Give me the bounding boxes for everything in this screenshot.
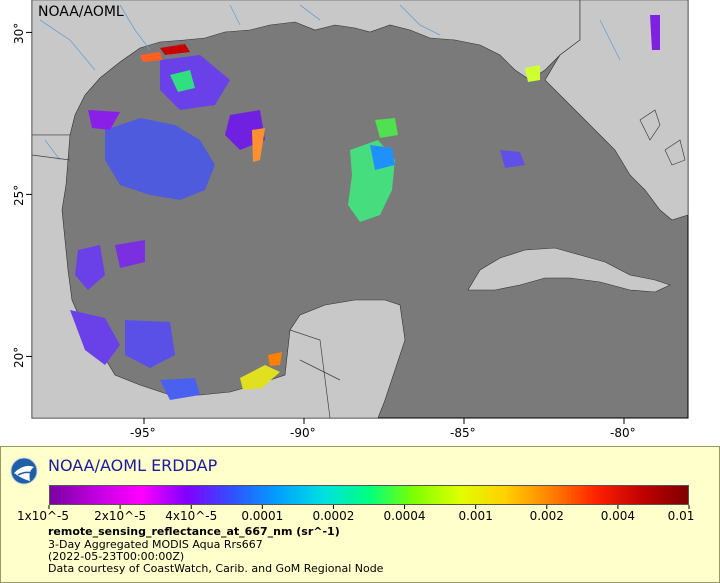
data-credit: Data courtesy of CoastWatch, Carib. and … [48,562,384,575]
colorbar-ticks [48,505,690,509]
land-masses [31,0,689,419]
lon-tick-label: -95° [130,426,156,440]
patch-yucatan-orange [268,352,282,366]
colorbar-tick-label: 0.0004 [383,509,426,523]
lon-tick-label: -90° [290,426,316,440]
mexico-land [31,134,406,419]
lat-tick-label: 20° [12,347,26,369]
colorbar [49,485,689,505]
patch-nefl-yellow [525,65,540,82]
patch-mississippi-orange [140,52,162,62]
colorbar-tick-label: 1x10^-5 [16,509,70,523]
variable-name: remote_sensing_reflectance_at_667_nm (sr… [48,525,340,538]
colorbar-tick-label: 4x10^-5 [165,509,218,523]
bahamas-land [639,109,686,166]
cuba-land [467,247,671,293]
patch-upper-green [375,118,398,138]
rivers [39,4,621,161]
patch-mexico-west-2 [115,240,145,268]
patch-campeche-2 [125,320,175,368]
dataset-title: 3-Day Aggregated MODIS Aqua Rrs667 [48,538,263,551]
patch-mexico-west-1 [75,245,105,290]
patch-yucatan-yellow [240,365,280,390]
patch-mississippi-red [160,44,190,55]
map-canvas[interactable] [0,0,720,446]
lat-ticks [26,31,32,357]
colorbar-tick-label: 2x10^-5 [94,509,147,523]
reflectance-data [70,15,660,400]
patch-campeche-1 [70,310,120,365]
legend-panel: NOAA/AOML ERDDAP 1x10^-5 2x10^-5 4x10^-5 0.… [0,446,720,583]
legend-title: NOAA/AOML ERDDAP [48,456,218,475]
patch-texas-shelf [105,118,215,200]
patch-west-orange [252,128,265,162]
colorbar-tick-label: 0.004 [600,509,636,523]
colorbar-tick-label: 0.0001 [241,509,284,523]
lat-tick-label: 30° [12,23,26,45]
lon-tick-label: -85° [450,426,476,440]
patch-louisiana [160,55,230,110]
patch-campeche-3 [160,378,200,400]
patch-loop-blue [370,145,395,170]
map-area[interactable]: NOAA/AOML -95° -90° -85° -80° 30° 25° 20° [0,0,720,446]
borders [31,154,341,419]
lon-tick-label: -80° [610,426,636,440]
noaa-logo-icon [10,457,38,485]
patch-keys [650,15,660,50]
colorbar-tick-label: 0.001 [458,509,493,523]
dataset-time: (2022-05-23T00:00:00Z) [48,550,185,563]
colorbar-tick-label: 0.002 [529,509,564,523]
patch-texas-shelf-edge [88,110,120,130]
source-label: NOAA/AOML [38,4,124,20]
colorbar-tick-label: 0.01 [667,509,695,523]
florida-land [544,0,689,221]
colorbar-tick-label: 0.0002 [312,509,355,523]
patch-louisiana-green [170,70,195,92]
lat-tick-label: 25° [12,185,26,207]
lon-ticks [143,418,625,424]
patch-east [500,150,525,168]
